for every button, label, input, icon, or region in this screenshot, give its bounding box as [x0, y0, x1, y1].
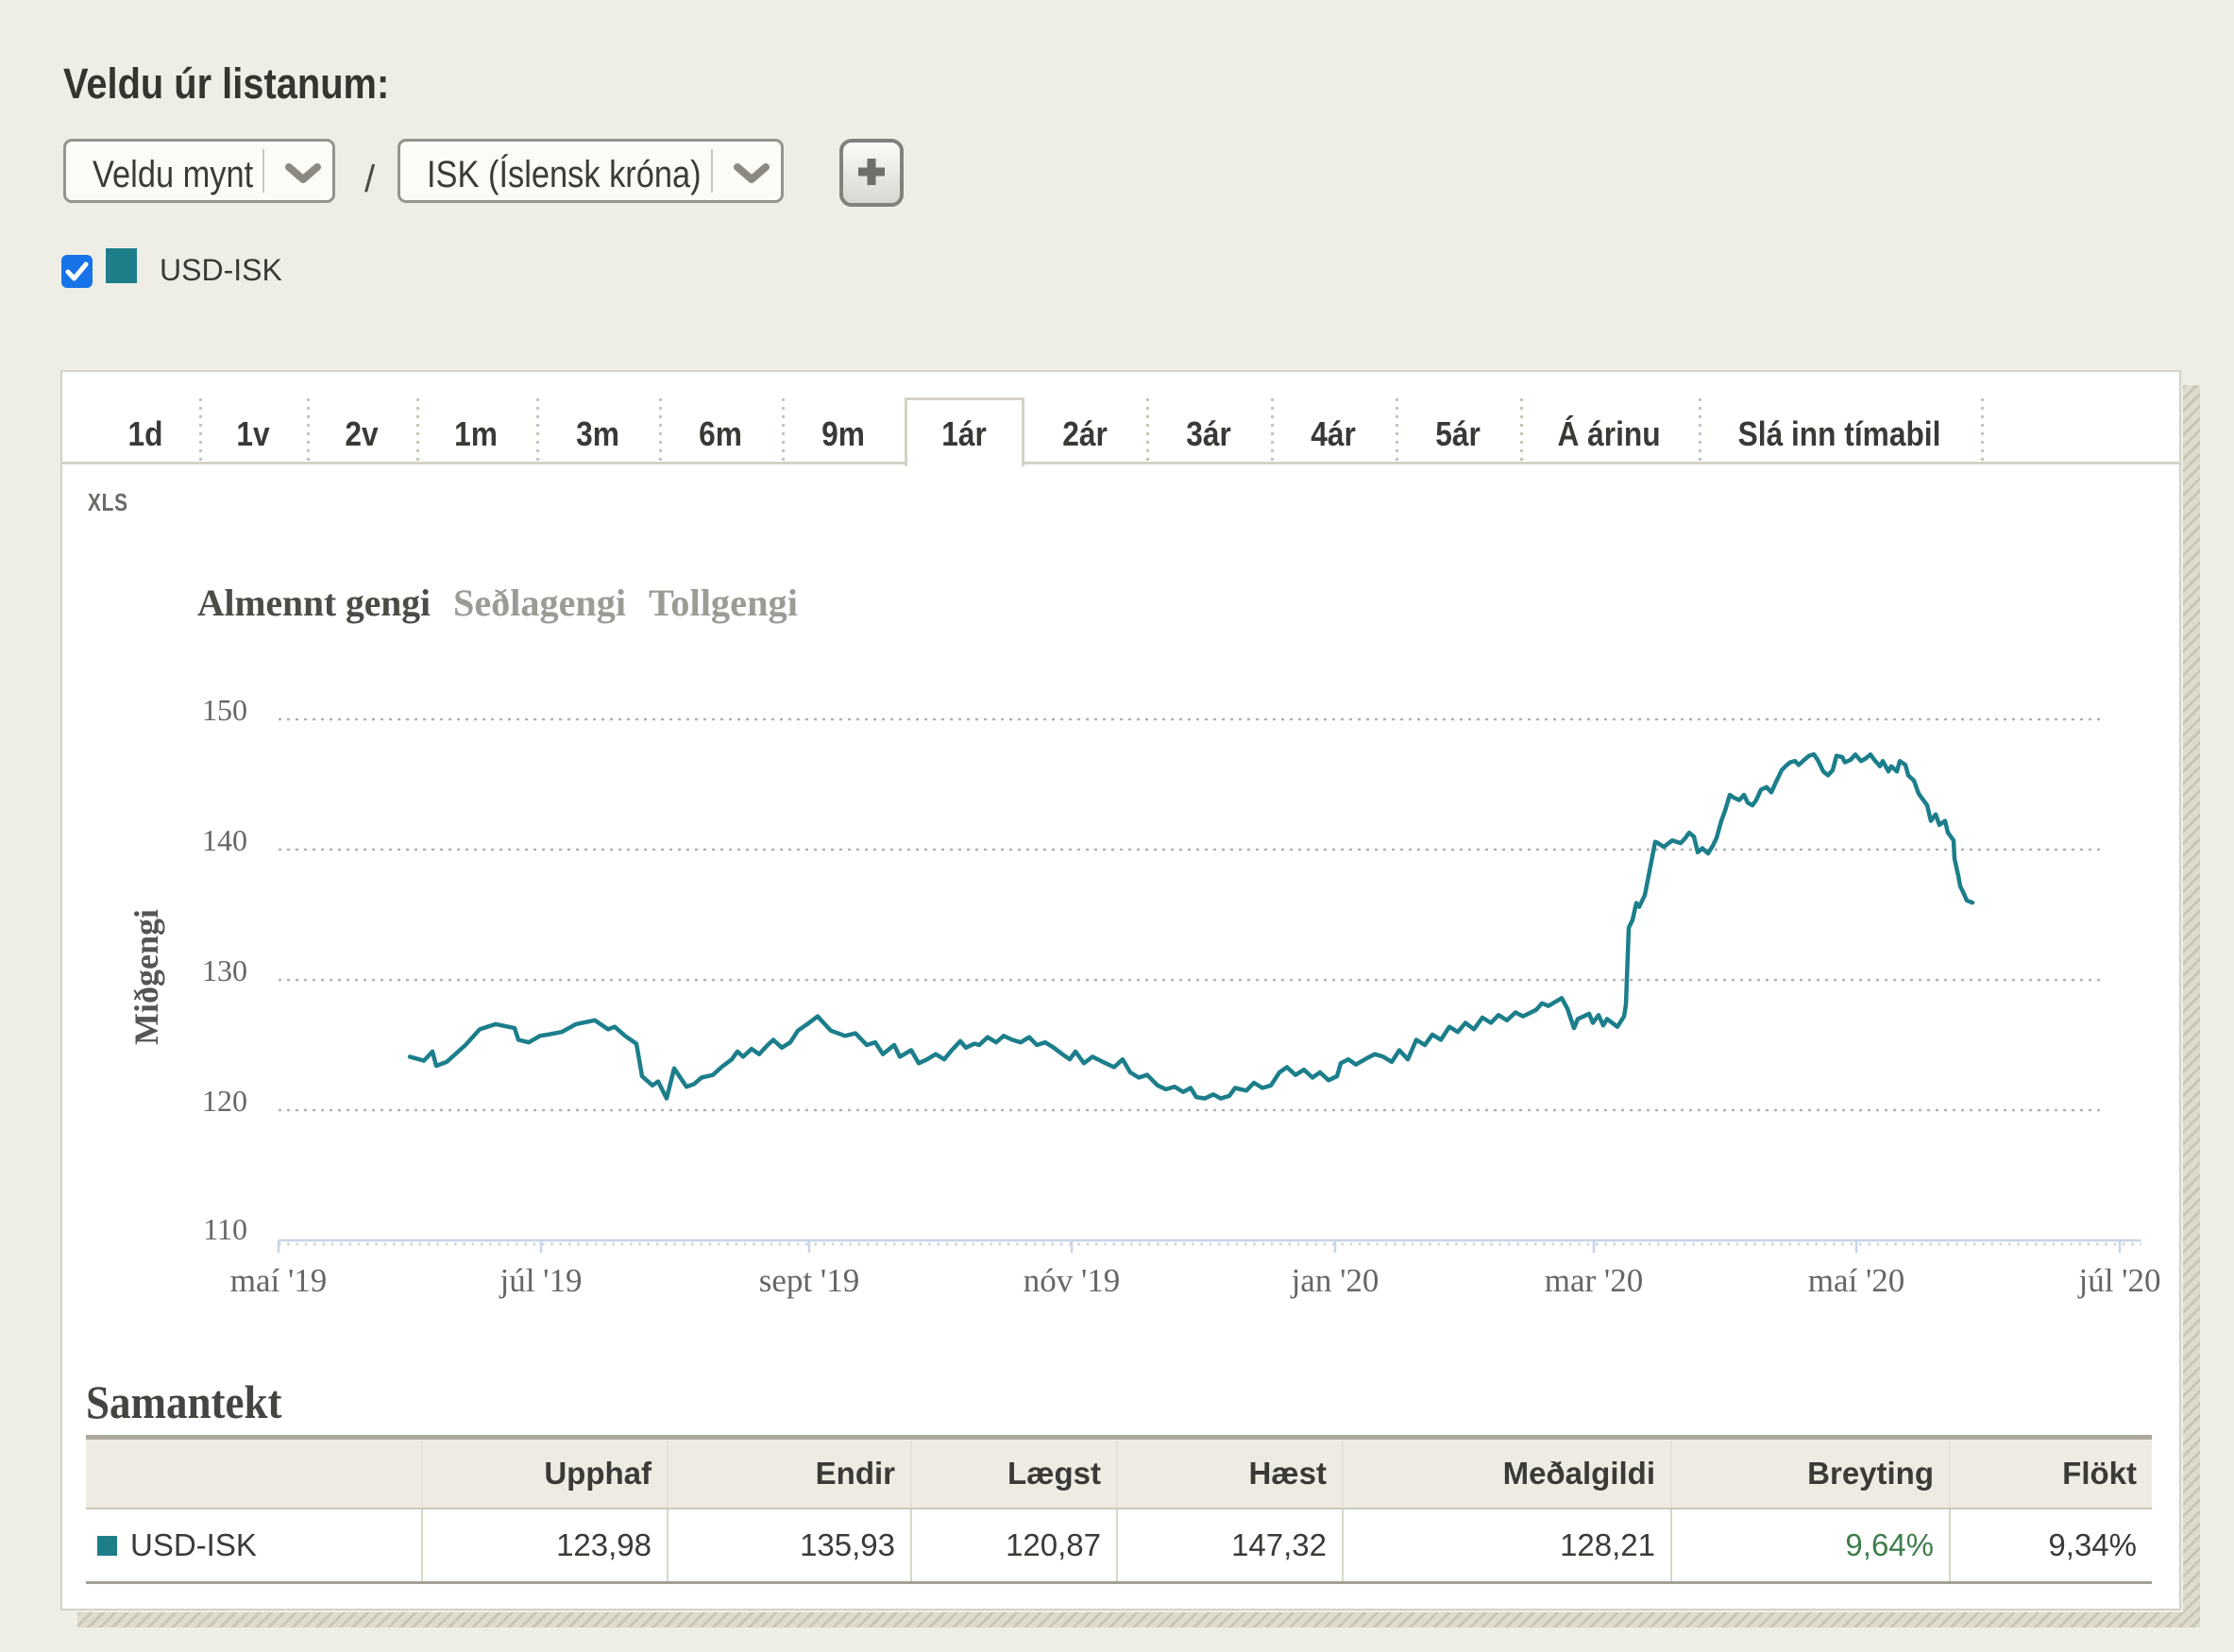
svg-text:maí '20: maí '20	[1808, 1262, 1905, 1299]
svg-text:Seðlagengi: Seðlagengi	[453, 582, 626, 624]
svg-text:150: 150	[202, 693, 247, 727]
svg-text:júl '19: júl '19	[498, 1262, 582, 1299]
svg-text:Almennt gengi: Almennt gengi	[197, 582, 431, 624]
svg-text:Tollgengi: Tollgengi	[649, 582, 798, 624]
svg-text:maí '19: maí '19	[230, 1262, 328, 1299]
svg-text:Miðgengi: Miðgengi	[127, 909, 165, 1045]
svg-text:jan '20: jan '20	[1290, 1262, 1379, 1299]
svg-text:120: 120	[202, 1084, 247, 1118]
svg-text:110: 110	[203, 1212, 247, 1246]
svg-text:júl '20: júl '20	[2076, 1262, 2160, 1299]
svg-text:140: 140	[202, 823, 247, 857]
svg-text:mar '20: mar '20	[1545, 1262, 1643, 1299]
svg-text:sept '19: sept '19	[759, 1262, 859, 1299]
svg-text:130: 130	[202, 953, 247, 987]
svg-text:nóv '19: nóv '19	[1024, 1262, 1121, 1299]
